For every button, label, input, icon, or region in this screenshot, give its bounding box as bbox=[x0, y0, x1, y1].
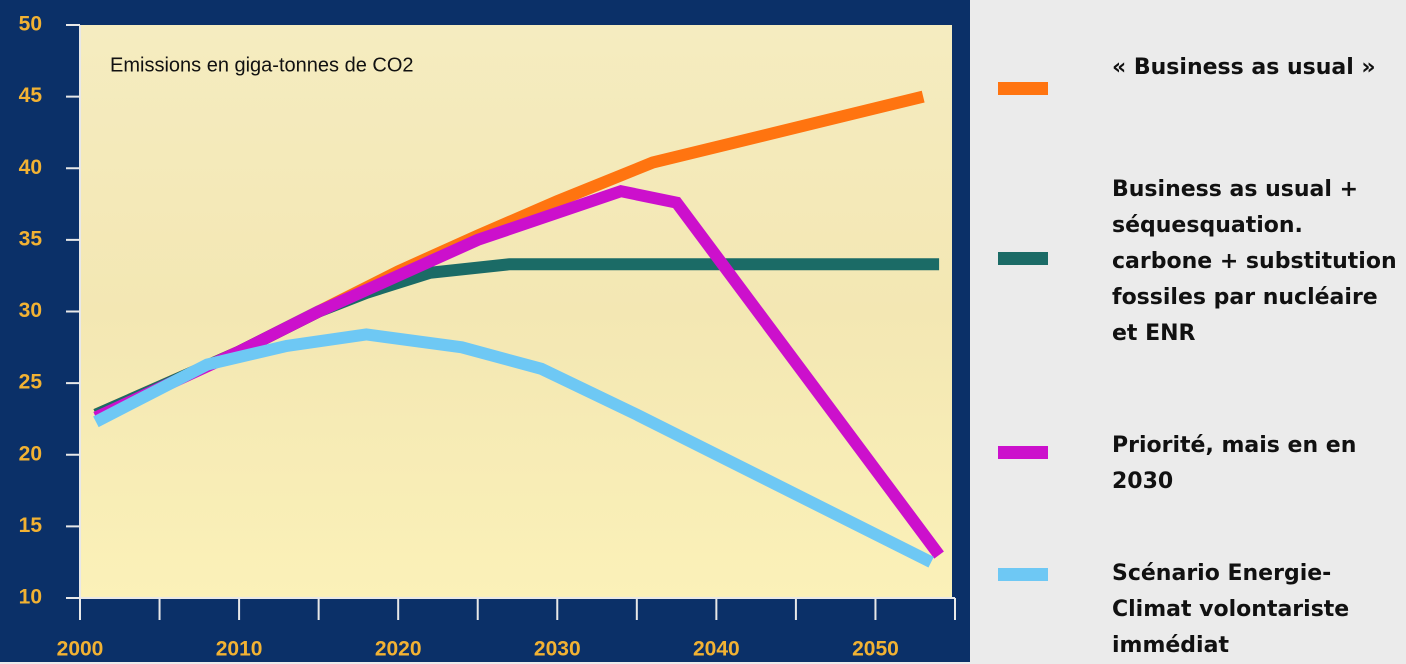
legend: « Business as usual » Business as usual +… bbox=[970, 0, 1406, 662]
y-tick-label: 50 bbox=[19, 13, 42, 36]
legend-swatch bbox=[998, 568, 1048, 581]
y-tick-label: 15 bbox=[19, 514, 43, 537]
y-tick-label: 45 bbox=[19, 84, 43, 107]
x-tick-label: 2040 bbox=[693, 638, 740, 661]
legend-label: « Business as usual » bbox=[1112, 50, 1402, 86]
legend-swatch bbox=[998, 446, 1048, 459]
y-tick-label: 25 bbox=[19, 371, 43, 394]
chart-title: Emissions en giga-tonnes de CO2 bbox=[110, 54, 414, 76]
x-tick-label: 2030 bbox=[534, 638, 581, 661]
legend-label: Business as usual + séquesquation. carbo… bbox=[1112, 172, 1402, 352]
chart: Emissions en giga-tonnes de CO2 10 15 20 25… bbox=[0, 0, 970, 662]
page: Emissions en giga-tonnes de CO2 10 15 20 25… bbox=[0, 0, 1406, 662]
y-tick-label: 30 bbox=[19, 299, 42, 322]
x-tick-label: 2020 bbox=[375, 638, 422, 661]
y-tick-label: 35 bbox=[19, 227, 43, 250]
x-tick-label: 2010 bbox=[216, 638, 263, 661]
x-tick-label: 2050 bbox=[852, 638, 899, 661]
legend-label: Scénario Energie-Climat volontariste imm… bbox=[1112, 556, 1402, 664]
legend-label: Priorité, mais en en 2030 bbox=[1112, 428, 1402, 500]
y-tick-label: 20 bbox=[19, 442, 42, 465]
legend-swatch bbox=[998, 252, 1048, 265]
y-tick-label: 40 bbox=[19, 156, 42, 179]
y-tick-label: 10 bbox=[19, 586, 42, 609]
x-tick-label: 2000 bbox=[57, 638, 104, 661]
legend-swatch bbox=[998, 82, 1048, 95]
